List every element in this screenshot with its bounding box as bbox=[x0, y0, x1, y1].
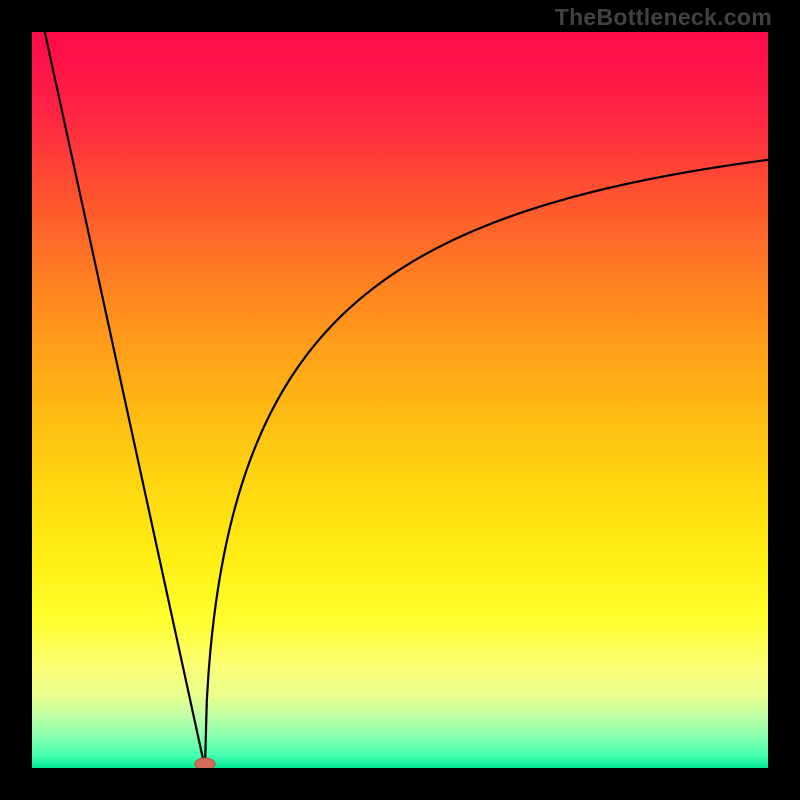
bottleneck-curve bbox=[32, 32, 768, 768]
curve-layer bbox=[32, 32, 768, 768]
plot-area bbox=[32, 32, 768, 768]
optimal-marker bbox=[195, 758, 215, 768]
watermark-text: TheBottleneck.com bbox=[555, 4, 772, 31]
